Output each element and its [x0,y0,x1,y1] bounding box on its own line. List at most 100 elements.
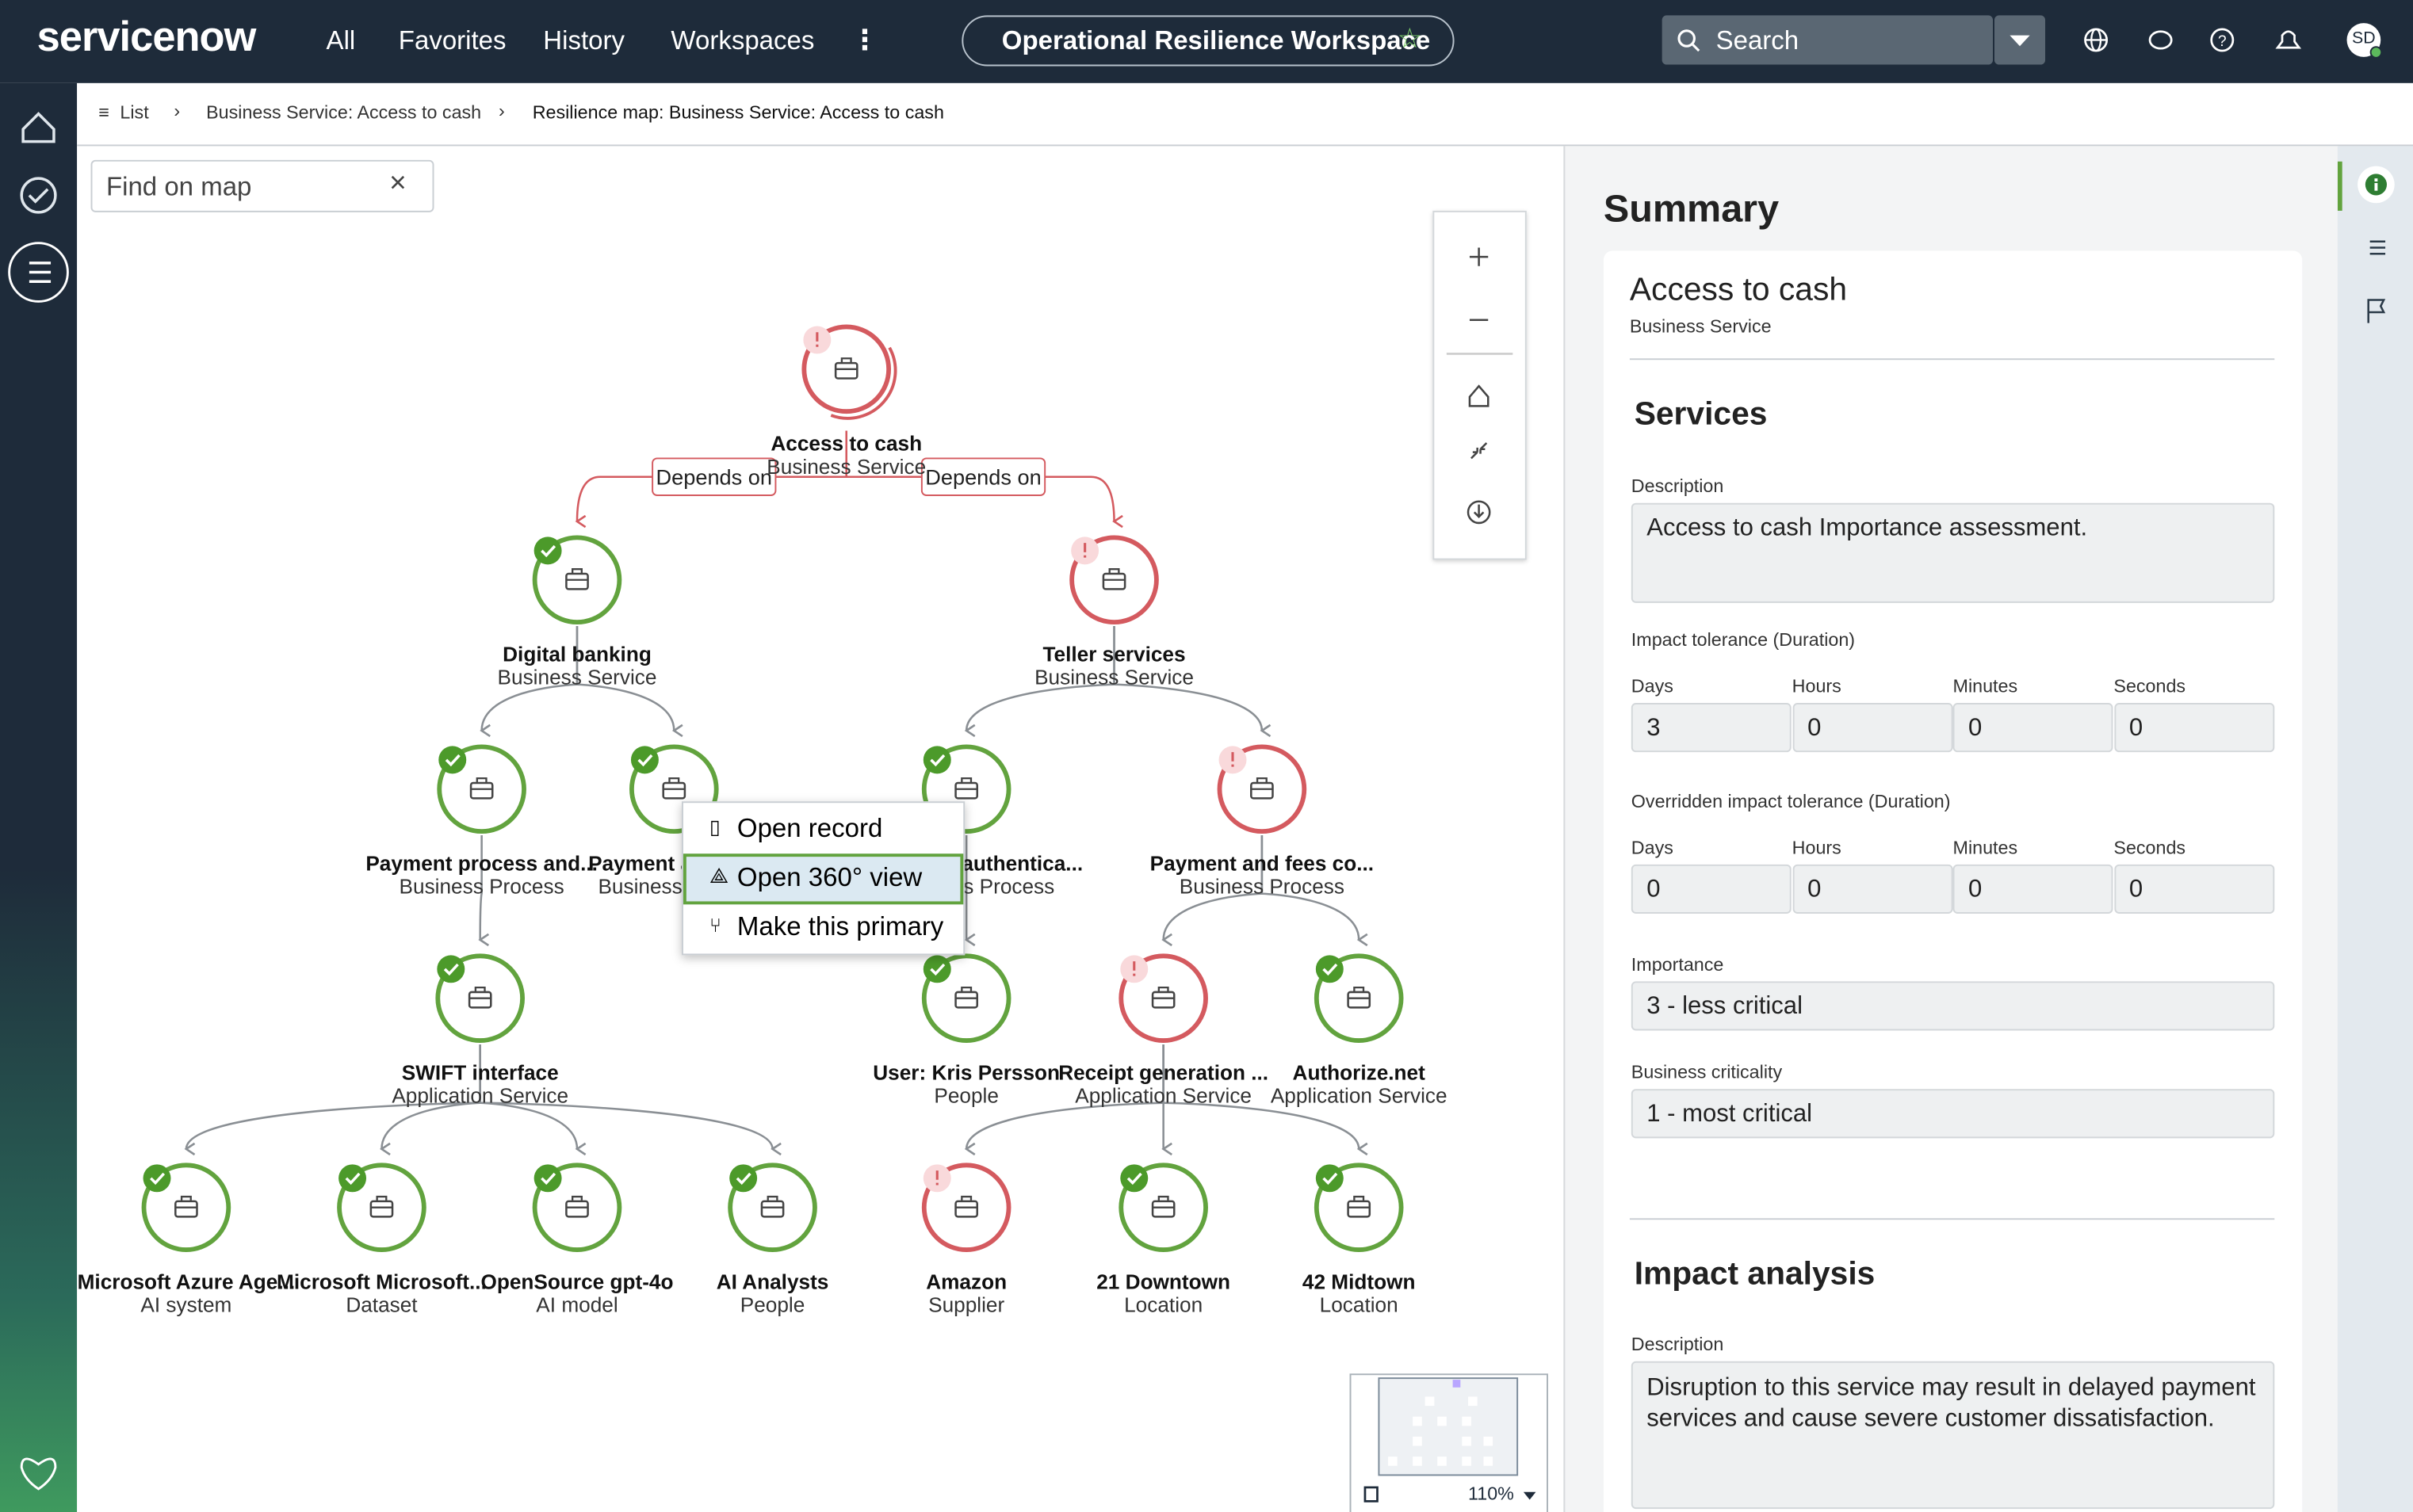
find-on-map[interactable]: Find on map × [90,159,434,212]
node-icon [468,991,492,1009]
node-icon [1151,1200,1176,1218]
search-box[interactable]: Search [1662,15,1994,65]
record-name: Access to cash [1629,272,1848,308]
duration-field[interactable]: 3 [1631,703,1792,753]
node-type: AI system [140,1293,231,1317]
map-node[interactable]: Receipt generation ...Application Servic… [1058,953,1268,1108]
nav-icons[interactable]: ? [2078,21,2385,61]
duration-field[interactable]: 0 [1792,864,1952,914]
check-icon [541,1172,556,1186]
field-label: Hours [1792,675,1841,697]
node-type: Application Service [1271,1084,1447,1108]
status-badge [1120,1164,1149,1193]
nav-link[interactable]: All [326,25,356,55]
check-icon [443,963,459,976]
node-type: Application Service [392,1084,568,1108]
description-field[interactable]: Disruption to this service may result in… [1631,1361,2275,1510]
duration-field[interactable]: 0 [2113,864,2274,914]
node-icon [834,361,859,380]
duration-field[interactable]: 0 [2113,703,2274,753]
node-icon [1347,1200,1371,1218]
search-icon [1677,29,1700,52]
check-icon [150,1172,166,1186]
nav-link[interactable]: Favorites [398,25,507,55]
duration-field[interactable]: 0 [1631,864,1792,914]
brand[interactable]: servicenow [36,13,257,60]
side-icons[interactable] [0,83,77,1512]
node-ring-outer [830,346,897,420]
duration-field[interactable]: 0 [1952,864,2113,914]
criticality-field[interactable]: 1 - most critical [1631,1089,2275,1139]
field-label: Days [1631,675,1673,697]
node-label: User: Kris Persson [873,1061,1060,1085]
context-menu: ▯ Open record ⟁ Open 360° view ⑂ Make th… [682,801,966,956]
check-icon [736,1172,751,1186]
duration-field[interactable]: 0 [1952,703,2113,753]
minimap-view[interactable] [1351,1375,1547,1512]
divider [1629,1218,2275,1220]
node-icon [954,1200,979,1218]
clear-button[interactable]: × [389,167,407,200]
menu-item[interactable]: ⑂ Make this primary [709,912,944,941]
field-group-title: Impact tolerance (Duration) [1631,628,1856,651]
status-badge [923,955,951,983]
map-node[interactable]: Microsoft Azure Age...AI system [78,1163,296,1317]
node-icon [1348,986,1370,999]
node-icon [1251,777,1273,790]
map-node[interactable]: Payment and fees co...Business Process [1150,744,1374,899]
breadcrumb[interactable]: Business Service: Access to cash [206,101,482,124]
zoom-icons[interactable] [1434,212,1525,559]
map-node[interactable]: Payment process and...Business Process [365,744,598,899]
map-node[interactable]: Microsoft Microsoft...Dataset [277,1163,487,1317]
menu-item[interactable]: ▯ Open record [709,813,883,843]
menu-item-selected[interactable]: ⟁ Open 360° view [683,853,964,905]
node-type: Business Service [498,666,657,689]
check-icon [930,754,946,767]
section-heading: Services [1634,396,1768,433]
avatar[interactable]: SD [2352,29,2376,48]
nav-link[interactable]: Workspaces [671,25,815,55]
search-text: Search [1715,25,1799,55]
node-type: Business Service [1034,666,1194,689]
node-label: 42 Midtown [1302,1270,1416,1294]
panel-title: Summary [1603,187,1780,231]
nav-link[interactable]: History [543,25,625,55]
more-menu[interactable]: ⋮ [851,25,879,55]
importance-field[interactable]: 3 - less critical [1631,981,2275,1031]
description-field[interactable]: Access to cash Importance assessment. [1631,502,2275,603]
check-icon [345,1172,361,1186]
favorite-star[interactable]: ☆ [1397,23,1423,54]
check-icon [445,754,461,767]
breadcrumb-icon: ≡ [98,101,109,124]
workspace-pill[interactable]: Operational Resilience Workspace ☆ [962,15,1455,67]
edge [1113,625,1272,738]
node-label: Amazon [926,1270,1007,1294]
status-badge [143,1164,171,1193]
duration-field[interactable]: 0 [1792,703,1952,753]
node-label: Microsoft Azure Age... [78,1270,296,1294]
node-icon [760,1200,785,1218]
node-type: Business Process [400,875,564,899]
node-icon [955,986,977,999]
field-label: Business criticality [1631,1061,1783,1083]
edges [184,430,1368,1156]
check-icon [1126,1172,1142,1186]
breadcrumb[interactable]: List [120,101,149,124]
search-dropdown[interactable] [1994,15,2046,65]
minimap: 110% [1349,1373,1548,1512]
node-icon [1153,986,1175,999]
edge [964,625,1115,738]
rail-icons[interactable] [2337,146,2413,361]
node-icon [955,777,977,790]
